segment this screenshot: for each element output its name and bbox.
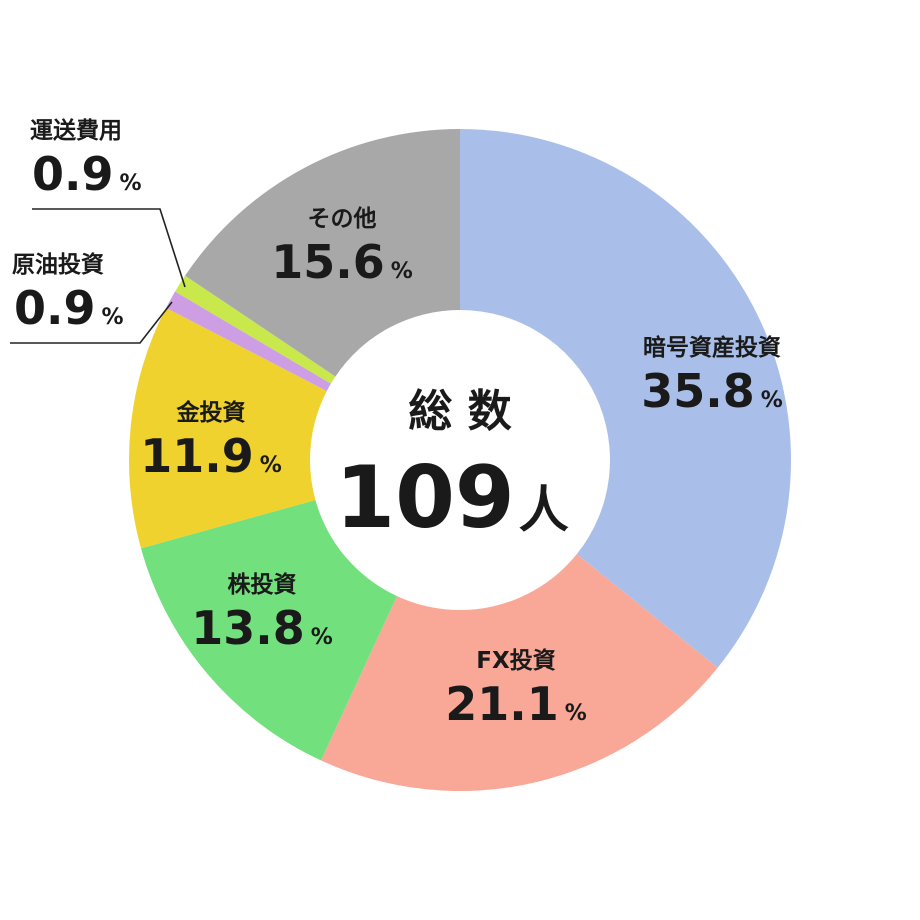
slice-label-5: 原油投資 [12, 251, 104, 278]
center-label: 総 数 [408, 386, 511, 437]
center-unit: 人 [519, 481, 569, 539]
slice-value-6: 0.9% [32, 147, 142, 201]
slice-label-1: 暗号資産投資 [643, 334, 781, 361]
slice-6 [175, 275, 336, 384]
slice-5 [166, 291, 331, 392]
slice-label-3: 株投資 [228, 571, 297, 598]
slices-group [128, 129, 792, 791]
slice-label-6: 運送費用 [30, 117, 122, 144]
center-total: 総 数 109人 [335, 386, 569, 548]
slice-value-1: 35.8% [641, 364, 783, 418]
slice-label-7: その他 [308, 206, 377, 232]
slice-2 [320, 554, 718, 791]
slice-value-2: 21.1% [445, 677, 587, 731]
leader-line-5 [10, 301, 173, 344]
center-value: 109人 [335, 448, 569, 548]
slice-label-2: FX投資 [476, 647, 555, 674]
center-number: 109 [335, 448, 515, 548]
leader-line-6 [32, 208, 186, 288]
slice-3 [141, 500, 397, 761]
slice-value-4: 11.9% [140, 429, 282, 483]
slice-value-3: 13.8% [191, 601, 333, 655]
slice-labels: 暗号資産投資 35.8 % FX投資 21.1 % 株投資 13.8 % 金投資 11.9 % 原油投資… [12, 117, 783, 731]
slice-1 [460, 129, 792, 668]
slice-label-4: 金投資 [176, 399, 246, 426]
slice-7 [185, 129, 460, 377]
slice-value-5: 0.9% [14, 281, 124, 335]
leader-lines [10, 208, 186, 344]
slice-value-7: 15.6% [271, 235, 413, 289]
slice-4 [128, 307, 327, 549]
